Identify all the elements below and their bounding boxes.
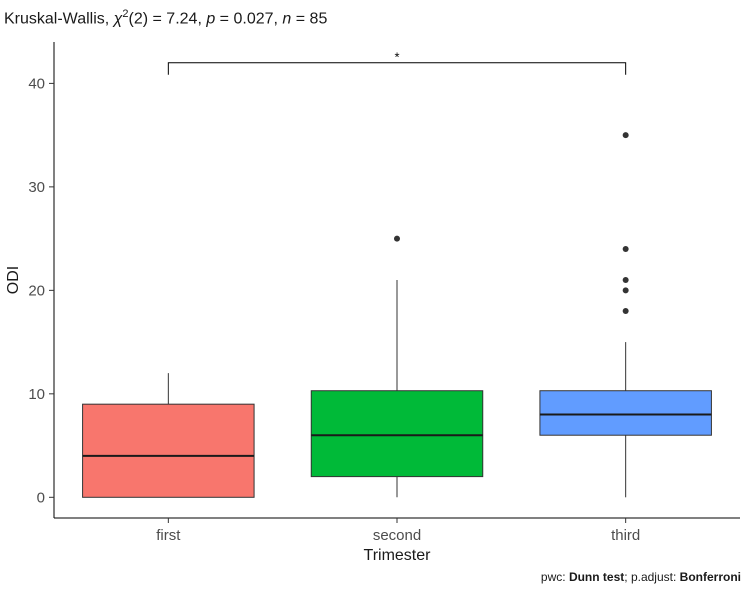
x-tick-label: third [611,527,640,544]
chi-superscript: 2 [122,8,129,20]
chart-caption: pwc: Dunn test; p.adjust: Bonferroni [541,570,741,584]
box-second [310,235,484,498]
x-tick-label: second [373,527,421,544]
p-value: 0.027 [233,10,274,28]
outlier-point [394,235,400,242]
chi-symbol: χ [113,10,123,28]
significance-bracket: * [167,50,627,75]
box-iqr [82,403,255,498]
caption-sep: ; p.adjust: [624,570,680,584]
y-tick-label: 10 [28,386,45,403]
box-third [539,132,712,498]
n-eq: = [291,10,310,28]
subtitle-stat: 7.24 [166,10,198,28]
subtitle-sep-2: , [273,10,283,28]
outlier-point [622,287,629,294]
p-eq: = [215,10,234,28]
box-iqr [539,390,712,436]
box-iqr [310,390,484,478]
y-tick-label: 30 [28,179,45,196]
y-axis-label: ODI [5,266,22,294]
n-label: n [282,10,292,28]
outlier-point [622,245,629,252]
y-tick-label: 0 [37,489,45,506]
subtitle-df: (2) = [128,10,167,28]
caption-adjust-method: Bonferroni [679,570,741,584]
chart-subtitle: Kruskal-Wallis, χ2(2) = 7.24, p = 0.027,… [4,8,327,28]
y-tick-label: 40 [28,75,45,92]
axes: 0 10 20 30 40 first second third [28,42,740,544]
x-tick-label: first [156,527,181,544]
y-tick-label: 20 [28,282,45,299]
boxes [82,132,712,498]
p-label: p [206,10,216,28]
outlier-point [622,308,629,315]
n-value: 85 [309,10,328,28]
box-first [82,373,255,498]
bracket-line [167,62,627,75]
outlier-point [622,277,629,283]
significance-label: * [394,50,399,65]
caption-pwc-method: Dunn test [568,570,625,584]
subtitle-sep-1: , [197,10,207,28]
subtitle-prefix: Kruskal-Wallis, [4,10,114,28]
outlier-point [622,132,629,139]
x-axis-label: Trimester [364,547,432,564]
caption-prefix: pwc: [540,570,569,584]
